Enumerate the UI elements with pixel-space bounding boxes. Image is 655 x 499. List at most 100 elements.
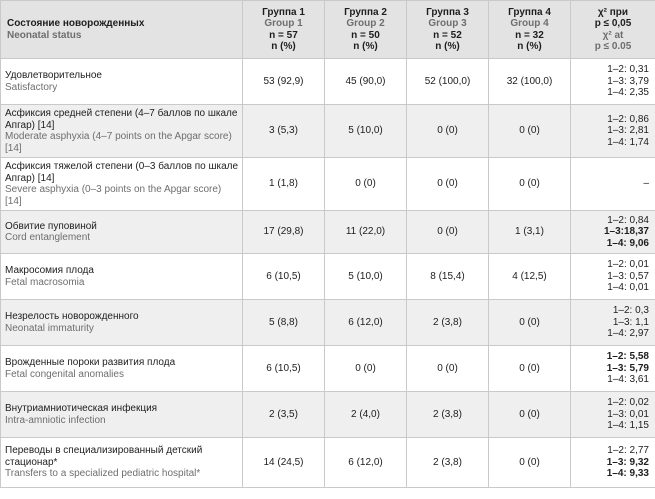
group-1-value: 3 (5,3) <box>242 104 325 158</box>
table-row: Макросомия плода Fetal macrosomia 6 (10,5)… <box>0 253 655 300</box>
group-2-unit: n (%) <box>353 41 378 52</box>
group-2-value: 45 (90,0) <box>324 58 407 105</box>
chi-square-value: 1–2: 0,01 <box>607 259 649 271</box>
header-group-4: Группа 4 Group 4 n = 32 n (%) <box>488 0 571 59</box>
group-2-value: 2 (4,0) <box>324 391 407 438</box>
group-2-value: 0 (0) <box>324 157 407 211</box>
group-1-n: n = 57 <box>269 29 298 41</box>
status-en: Moderate asphyxia (4–7 points on the Apg… <box>5 131 232 154</box>
neonatal-status-table: Состояние новорожденных Neonatal status … <box>0 0 655 488</box>
group-3-value: 0 (0) <box>406 157 489 211</box>
status-ru: Асфиксия средней степени (4–7 баллов по … <box>5 108 238 131</box>
group-1-value: 6 (10,5) <box>242 253 325 300</box>
chi-ru: χ² при <box>597 6 629 18</box>
chi-en: χ² at <box>602 29 624 41</box>
status-en: Neonatal immaturity <box>5 322 94 334</box>
group-2-value: 0 (0) <box>324 345 407 392</box>
status-ru: Макросомия плода <box>5 265 94 276</box>
chi-square-value: 1–4: 0,01 <box>607 282 649 294</box>
status-cell: Обвитие пуповиной Cord entanglement <box>0 210 243 254</box>
status-ru: Асфиксия тяжелой степени (0–3 баллов по … <box>5 161 239 184</box>
group-4-value: 4 (12,5) <box>488 253 571 300</box>
chi-square-value: 1–2: 2,77 <box>607 445 649 457</box>
group-3-value: 0 (0) <box>406 345 489 392</box>
header-group-1: Группа 1 Group 1 n = 57 n (%) <box>242 0 325 59</box>
chi-square-value: 1–3: 0,01 <box>607 408 649 420</box>
group-3-value: 0 (0) <box>406 210 489 254</box>
table-row: Обвитие пуповиной Cord entanglement 17 (29… <box>0 210 655 254</box>
chi-square-cell: 1–2: 0,86 1–3: 2,81 1–4: 1,74 <box>570 104 655 158</box>
table-row: Удовлетворительное Satisfactory 53 (92,9) 4… <box>0 58 655 105</box>
group-2-ru: Группа 2 <box>344 6 387 18</box>
status-ru: Врожденные пороки развития плода <box>5 357 176 368</box>
table-row: Асфиксия тяжелой степени (0–3 баллов по … <box>0 157 655 211</box>
header-status-ru: Состояние новорожденных <box>7 18 145 29</box>
group-3-n: n = 52 <box>433 29 462 41</box>
header-group-3: Группа 3 Group 3 n = 52 n (%) <box>406 0 489 59</box>
chi-square-value: 1–3: 5,79 <box>606 362 649 374</box>
chi-square-value: 1–3: 1,1 <box>612 316 649 328</box>
group-3-value: 8 (15,4) <box>406 253 489 300</box>
header-row: Состояние новорожденных Neonatal status … <box>0 0 655 59</box>
chi-square-cell: 1–2: 2,77 1–3: 9,32 1–4: 9,33 <box>570 437 655 488</box>
group-3-value: 0 (0) <box>406 104 489 158</box>
status-en: Cord entanglement <box>5 232 91 243</box>
chi-square-cell: 1–2: 5,58 1–3: 5,79 1–4: 3,61 <box>570 345 655 392</box>
chi-square-cell: – <box>570 157 655 211</box>
table-row: Внутриамниотическая инфекция Intra-amniot… <box>0 391 655 438</box>
group-4-value: 32 (100,0) <box>488 58 571 105</box>
chi-square-value: 1–3: 2,81 <box>607 125 649 137</box>
table-body: Удовлетворительное Satisfactory 53 (92,9) 4… <box>0 58 655 488</box>
group-3-value: 2 (3,8) <box>406 437 489 488</box>
chi-square-value: 1–4: 1,74 <box>607 136 649 148</box>
header-status-en: Neonatal status <box>7 29 82 41</box>
group-2-value: 6 (12,0) <box>324 437 407 488</box>
status-cell: Асфиксия средней степени (4–7 баллов по … <box>0 104 243 158</box>
group-3-value: 2 (3,8) <box>406 391 489 438</box>
group-4-n: n = 32 <box>515 29 544 41</box>
table-row: Переводы в специализированный детский ст… <box>0 437 655 488</box>
group-3-value: 52 (100,0) <box>406 58 489 105</box>
group-4-value: 0 (0) <box>488 104 571 158</box>
group-3-en: Group 3 <box>428 18 467 29</box>
chi-square-cell: 1–2: 0,84 1–3:18,37 1–4: 9,06 <box>570 210 655 254</box>
table-row: Незрелость новорожденного Neonatal immatu… <box>0 299 655 346</box>
status-cell: Асфиксия тяжелой степени (0–3 баллов по … <box>0 157 243 211</box>
chi-square-value: – <box>643 178 649 190</box>
header-status: Состояние новорожденных Neonatal status <box>0 0 243 59</box>
chi-square-value: 1–4: 2,35 <box>607 87 649 99</box>
chi-square-value: 1–4: 3,61 <box>607 374 649 386</box>
group-4-value: 0 (0) <box>488 345 571 392</box>
table-row: Врожденные пороки развития плода Fetal co… <box>0 345 655 392</box>
group-4-value: 0 (0) <box>488 391 571 438</box>
group-1-ru: Группа 1 <box>262 6 305 18</box>
group-1-value: 5 (8,8) <box>242 299 325 346</box>
group-2-value: 11 (22,0) <box>324 210 407 254</box>
chi-p: p ≤ 0,05 <box>594 18 632 29</box>
group-4-unit: n (%) <box>517 41 542 52</box>
group-3-unit: n (%) <box>435 41 460 52</box>
status-cell: Внутриамниотическая инфекция Intra-amniot… <box>0 391 243 438</box>
group-4-value: 0 (0) <box>488 299 571 346</box>
status-cell: Незрелость новорожденного Neonatal immatu… <box>0 299 243 346</box>
group-1-en: Group 1 <box>264 18 303 29</box>
chi-square-value: 1–2: 0,3 <box>612 305 649 317</box>
status-cell: Врожденные пороки развития плода Fetal co… <box>0 345 243 392</box>
group-4-value: 1 (3,1) <box>488 210 571 254</box>
group-1-value: 17 (29,8) <box>242 210 325 254</box>
group-1-unit: n (%) <box>271 41 296 52</box>
chi-square-cell: 1–2: 0,3 1–3: 1,1 1–4: 2,97 <box>570 299 655 346</box>
group-4-ru: Группа 4 <box>508 6 551 18</box>
status-cell: Переводы в специализированный детский ст… <box>0 437 243 488</box>
group-4-en: Group 4 <box>510 18 549 29</box>
group-2-value: 5 (10,0) <box>324 253 407 300</box>
chi-square-value: 1–2: 0,86 <box>607 113 649 125</box>
status-en: Satisfactory <box>5 81 58 93</box>
status-cell: Макросомия плода Fetal macrosomia <box>0 253 243 300</box>
group-1-value: 53 (92,9) <box>242 58 325 105</box>
chi-square-cell: 1–2: 0,02 1–3: 0,01 1–4: 1,15 <box>570 391 655 438</box>
chi-p-en: p ≤ 0.05 <box>594 41 632 52</box>
status-ru: Обвитие пуповиной <box>5 220 97 232</box>
group-1-value: 2 (3,5) <box>242 391 325 438</box>
group-2-value: 5 (10,0) <box>324 104 407 158</box>
